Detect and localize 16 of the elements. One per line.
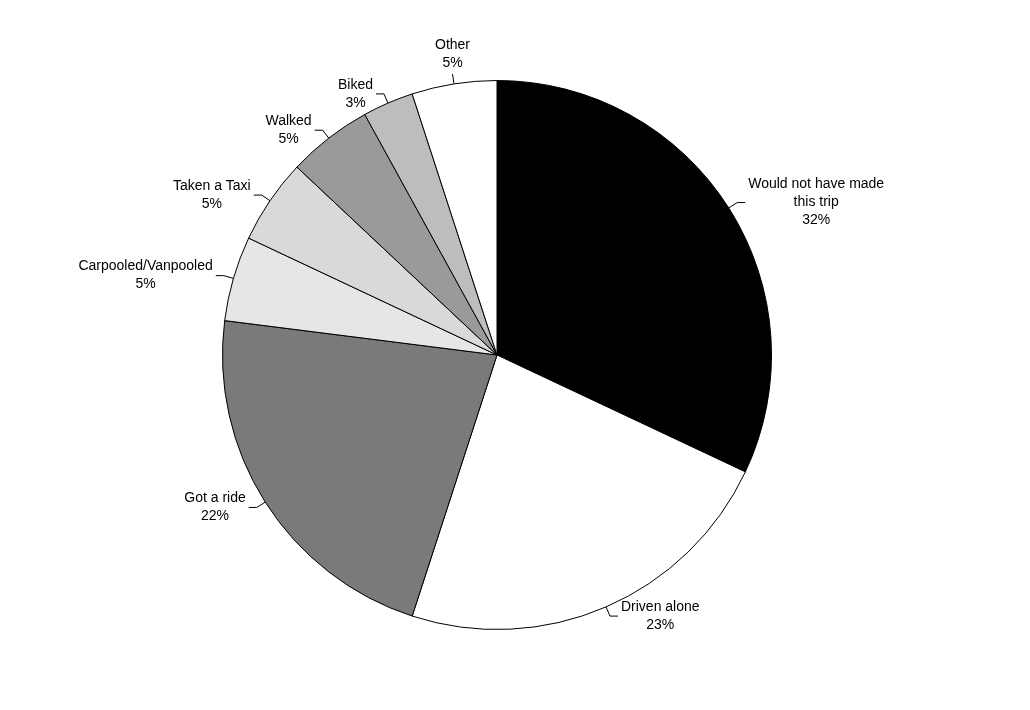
data-label: 32% — [802, 211, 831, 228]
data-label: 5% — [135, 275, 156, 292]
data-label: 5% — [201, 194, 222, 211]
slice-label: Would not have made this trip — [748, 175, 885, 210]
slice-label: Walked — [265, 112, 312, 129]
data-label: 5% — [278, 130, 299, 147]
data-label: 22% — [201, 507, 230, 524]
slice-label: Driven alone — [620, 597, 700, 614]
slice-label: Taken a Taxi — [173, 176, 251, 193]
slice-label: Got a ride — [184, 489, 246, 506]
data-label: 3% — [345, 93, 366, 110]
slice-label: Biked — [337, 75, 374, 92]
data-label: 5% — [442, 53, 463, 70]
slice-label: Carpooled/Vanpooled — [78, 257, 213, 274]
slice-label: Other — [434, 35, 471, 52]
data-label: 23% — [646, 615, 675, 632]
